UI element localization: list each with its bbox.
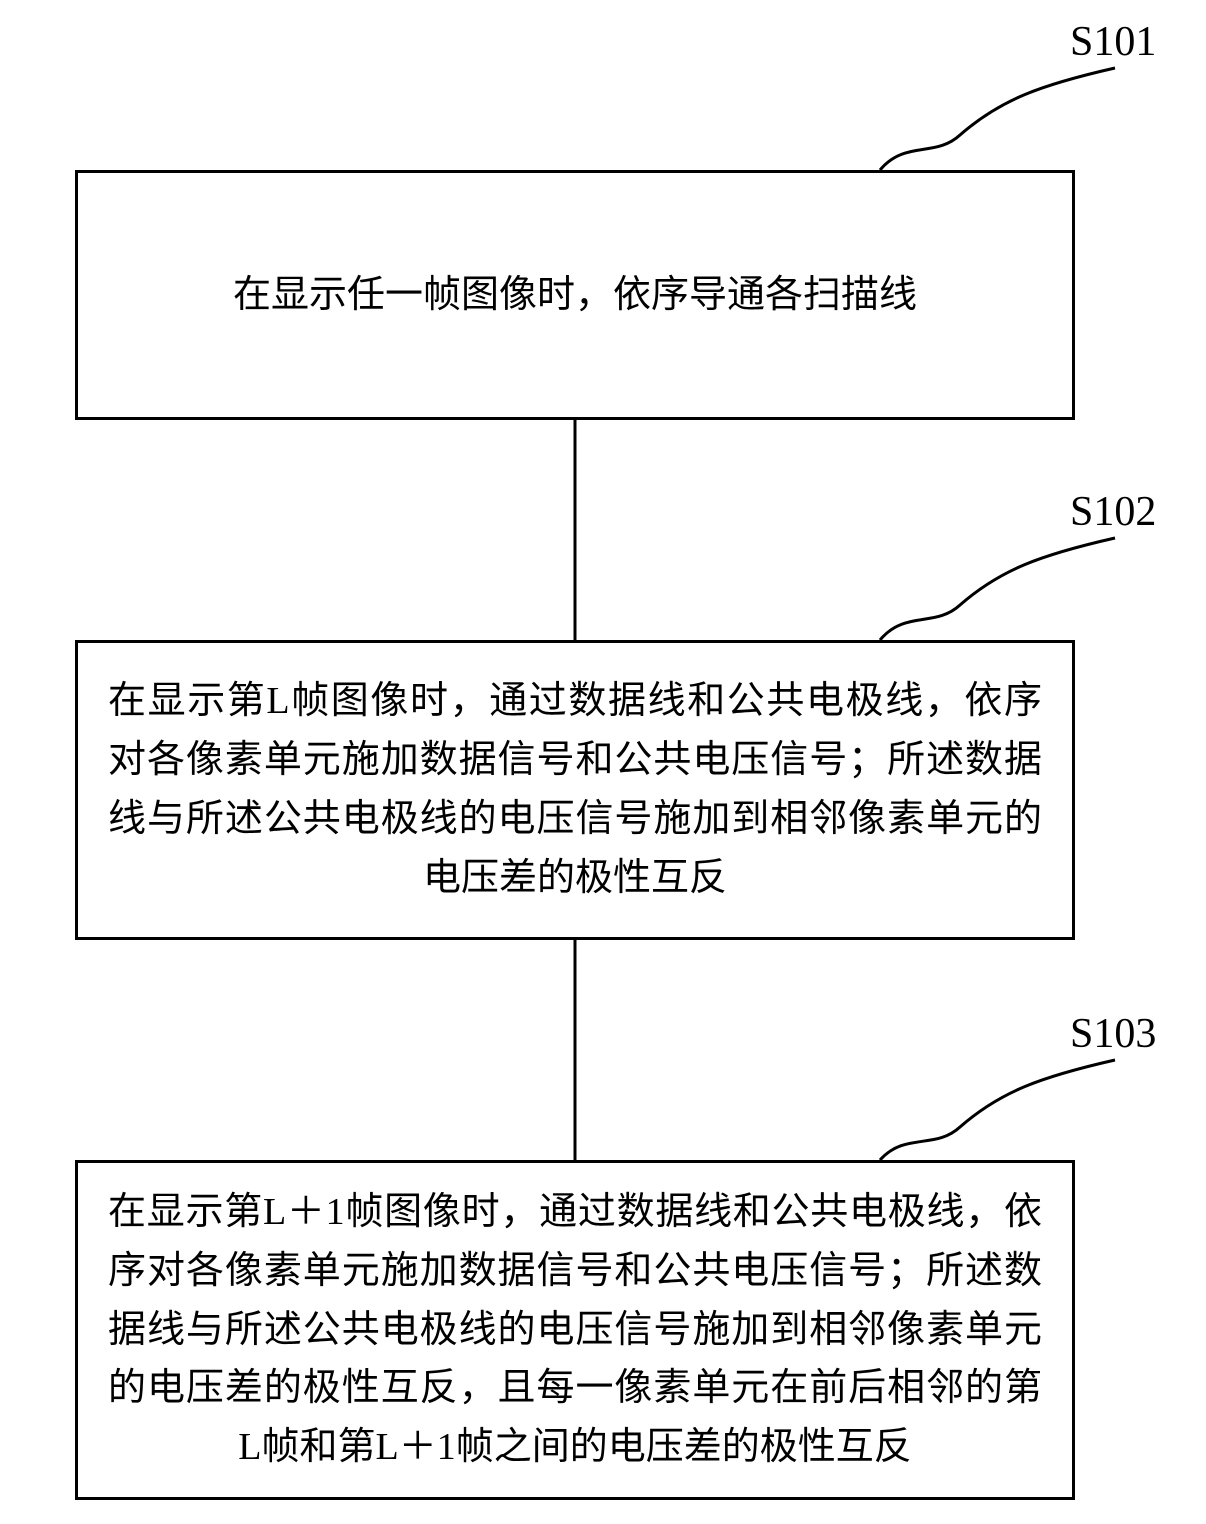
step-box-s103: 在显示第L＋1帧图像时，通过数据线和公共电极线，依序对各像素单元施加数据信号和公… <box>75 1160 1075 1500</box>
step-label-s101: S101 <box>1070 18 1156 66</box>
label-connector-s102 <box>880 538 1115 640</box>
label-connector-s101 <box>880 68 1115 170</box>
step-text-s102: 在显示第L帧图像时，通过数据线和公共电极线，依序对各像素单元施加数据信号和公共电… <box>108 672 1042 908</box>
step-box-s102: 在显示第L帧图像时，通过数据线和公共电极线，依序对各像素单元施加数据信号和公共电… <box>75 640 1075 940</box>
step-label-s102: S102 <box>1070 488 1156 536</box>
step-box-s101: 在显示任一帧图像时，依序导通各扫描线 <box>75 170 1075 420</box>
flowchart-canvas: S101 在显示任一帧图像时，依序导通各扫描线 S102 在显示第L帧图像时，通… <box>0 0 1206 1524</box>
step-text-s103: 在显示第L＋1帧图像时，通过数据线和公共电极线，依序对各像素单元施加数据信号和公… <box>108 1183 1042 1477</box>
step-label-s103: S103 <box>1070 1010 1156 1058</box>
label-connector-s103 <box>880 1060 1115 1160</box>
step-text-s101: 在显示任一帧图像时，依序导通各扫描线 <box>233 266 917 325</box>
